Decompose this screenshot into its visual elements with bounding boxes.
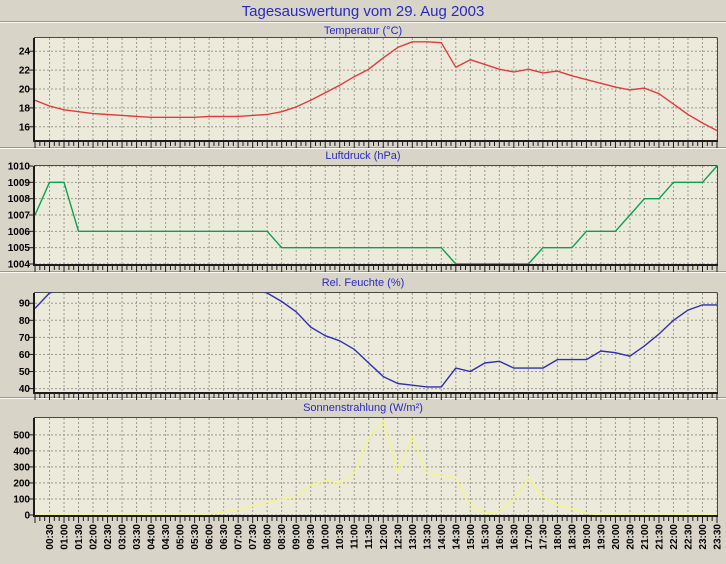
- time-label: 19:30: [596, 524, 607, 550]
- time-label: 05:00: [176, 524, 187, 550]
- time-label: 14:00: [437, 524, 448, 550]
- luftdruck-chart: 1004 1005 1006 1007 1008 1009 1010: [8, 162, 718, 272]
- temperatur-ytick-label: 16: [19, 122, 31, 133]
- luftdruck-ytick-label: 1006: [8, 227, 31, 238]
- sonnenstrahlung-chart: 0 100 200 300 400 500: [13, 417, 718, 523]
- time-label: 02:00: [89, 524, 100, 550]
- feuchte-line: [34, 292, 717, 388]
- time-label: 03:00: [118, 524, 129, 550]
- feuchte-ytick-label: 70: [19, 333, 31, 344]
- temperatur-ytick-label: 24: [19, 47, 31, 58]
- time-label: 15:00: [466, 524, 477, 550]
- luftdruck-ytick-label: 1009: [8, 178, 31, 189]
- time-label: 20:00: [611, 524, 622, 550]
- time-label: 08:30: [277, 524, 288, 550]
- time-label: 12:00: [379, 524, 390, 550]
- time-label: 19:00: [582, 524, 593, 550]
- sonnenstrahlung-ytick-label: 300: [13, 462, 30, 473]
- feuchte-ytick-label: 90: [19, 299, 31, 310]
- time-label: 06:30: [219, 524, 230, 550]
- feuchte-ytick-label: 80: [19, 316, 31, 327]
- time-label: 21:30: [654, 524, 665, 550]
- time-label: 17:30: [538, 524, 549, 550]
- separator-1: [0, 147, 726, 149]
- time-label: 13:30: [422, 524, 433, 550]
- luftdruck-ytick-label: 1005: [8, 243, 31, 254]
- sonnenstrahlung-ytick-label: 100: [13, 494, 30, 505]
- chart-title-luftdruck: Luftdruck (hPa): [325, 150, 401, 162]
- feuchte-ytick-label: 50: [19, 367, 31, 378]
- time-label: 22:30: [683, 524, 694, 550]
- time-label: 10:30: [335, 524, 346, 550]
- time-label: 09:30: [306, 524, 317, 550]
- time-label: 01:30: [74, 524, 85, 550]
- temperatur-ytick-label: 18: [19, 103, 31, 114]
- time-label: 17:00: [524, 524, 535, 550]
- time-label: 14:30: [451, 524, 462, 550]
- time-label: 02:30: [103, 524, 114, 550]
- luftdruck-ytick-label: 1008: [8, 194, 31, 205]
- time-label: 20:30: [625, 524, 636, 550]
- sonnenstrahlung-ytick-label: 200: [13, 478, 30, 489]
- sonnenstrahlung-ytick-label: 400: [13, 446, 30, 457]
- sonnenstrahlung-ytick-label: 0: [24, 511, 30, 522]
- time-label: 04:00: [147, 524, 158, 550]
- feuchte-ytick-label: 40: [19, 384, 31, 395]
- feuchte-chart: 40 50 60 70 80 90: [19, 292, 718, 400]
- page-title: Tagesauswertung vom 29. Aug 2003: [241, 3, 485, 20]
- time-label: 22:00: [669, 524, 680, 550]
- time-label: 07:30: [248, 524, 259, 550]
- time-label: 03:30: [132, 524, 143, 550]
- time-label: 06:00: [205, 524, 216, 550]
- time-label: 07:00: [234, 524, 245, 550]
- time-label: 01:00: [60, 524, 71, 550]
- time-label: 16:30: [509, 524, 520, 550]
- luftdruck-ytick-label: 1010: [8, 162, 31, 173]
- temperatur-chart: 16 18 20 22 24: [19, 37, 718, 148]
- chart-title-sonnenstrahlung: Sonnenstrahlung (W/m²): [303, 402, 423, 414]
- time-label: 18:00: [553, 524, 564, 550]
- separator-top: [0, 21, 726, 23]
- time-label: 18:30: [567, 524, 578, 550]
- feuchte-ytick-label: 60: [19, 350, 31, 361]
- time-label: 15:30: [480, 524, 491, 550]
- luftdruck-ytick-label: 1007: [8, 211, 31, 222]
- time-label: 16:00: [495, 524, 506, 550]
- time-label: 00:30: [45, 524, 56, 550]
- temperatur-ytick-label: 20: [19, 85, 31, 96]
- temperatur-line: [34, 41, 718, 132]
- time-label: 08:00: [263, 524, 274, 550]
- time-label: 12:30: [393, 524, 404, 550]
- time-label: 05:30: [190, 524, 201, 550]
- separator-2: [0, 271, 726, 273]
- time-label: 11:30: [364, 524, 375, 549]
- separator-3: [0, 397, 726, 399]
- time-label: 23:00: [698, 524, 709, 550]
- luftdruck-ytick-label: 1004: [8, 260, 31, 271]
- sonnenstrahlung-ytick-label: 500: [13, 430, 30, 441]
- time-label: 09:00: [292, 524, 303, 550]
- luftdruck-line: [34, 165, 718, 265]
- temperatur-ytick-label: 22: [19, 66, 31, 77]
- time-label: 04:30: [161, 524, 172, 550]
- time-label: 23:30: [713, 524, 724, 550]
- time-axis-labels: 00:30 01:00 01:30 02:00 02:30 03:00 03:30 04:00…: [45, 524, 723, 550]
- time-label: 10:00: [321, 524, 332, 550]
- time-label: 13:00: [408, 524, 419, 550]
- time-label: 11:00: [350, 524, 361, 549]
- chart-title-feuchte: Rel. Feuchte (%): [321, 277, 405, 289]
- time-label: 21:00: [640, 524, 651, 550]
- chart-title-temperatur: Temperatur (°C): [323, 25, 403, 37]
